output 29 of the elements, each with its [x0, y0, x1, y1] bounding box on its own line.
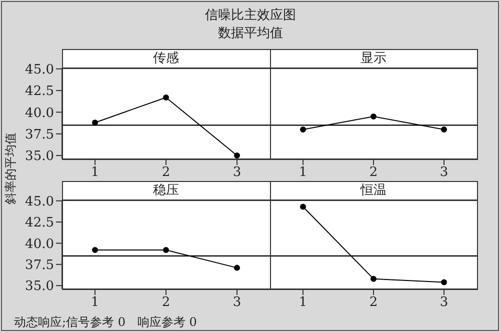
x-tick-label: 2 — [369, 295, 378, 310]
text: 数据平均值 — [217, 25, 284, 42]
x-tick-label: 1 — [90, 165, 100, 180]
x-tick-label: 2 — [162, 165, 170, 180]
point — [234, 152, 240, 159]
x-tick-label: 1 — [90, 295, 100, 310]
x-tick-label: 1 — [298, 165, 308, 180]
y-tick-label: 35.0 — [25, 149, 54, 164]
text: 信噪比主效应图 — [204, 7, 297, 24]
y-tick-label: 42.5 — [25, 216, 54, 231]
y-tick-label: 40.0 — [25, 236, 54, 252]
x-tick-label: 2 — [162, 295, 170, 310]
x-tick-label: 3 — [440, 295, 448, 310]
y-tick-label: 45.0 — [25, 194, 54, 210]
y-tick-label: 42.5 — [25, 84, 54, 100]
y-tick-label: 45.0 — [25, 62, 54, 78]
x-tick-label: 2 — [369, 165, 378, 180]
point — [92, 120, 98, 126]
x-tick-label: 3 — [232, 165, 242, 180]
y-tick-label: 40.0 — [25, 106, 54, 121]
y-tick-label: 35.0 — [25, 279, 54, 294]
text: 动态响应;信号参考 0 响应参考 0 — [14, 314, 197, 331]
y-tick-label: 37.5 — [25, 127, 54, 142]
y-tick-label: 37.5 — [25, 258, 54, 274]
y-axis-title: 斜率的平均值 — [2, 132, 18, 206]
x-tick-label: 3 — [440, 165, 448, 180]
x-tick-label: 1 — [298, 295, 308, 310]
point — [163, 94, 169, 100]
x-tick-label: 3 — [232, 295, 242, 310]
